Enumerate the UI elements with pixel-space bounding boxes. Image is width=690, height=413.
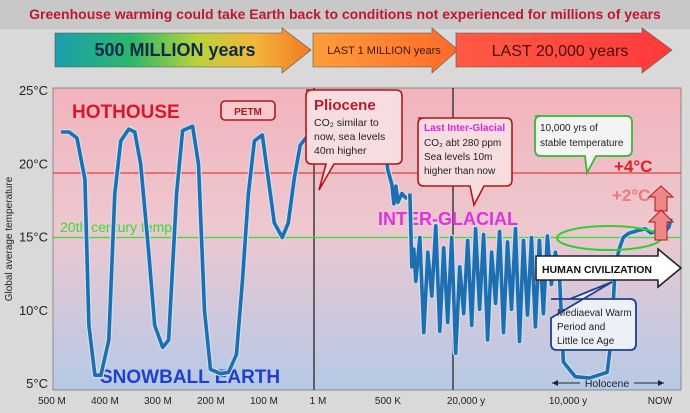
series-line-segment-1 bbox=[408, 193, 562, 355]
last-interglacial-line1: CO₂ abt 280 ppm bbox=[424, 138, 501, 149]
x-tick-label: 1 M bbox=[310, 396, 327, 407]
petm-callout bbox=[220, 100, 276, 121]
x-tick-label: 500 M bbox=[38, 396, 66, 407]
y-axis-ticks: 25°C 20°C 15°C 10°C 5°C bbox=[19, 83, 48, 391]
holocene-label: Holocene bbox=[585, 378, 630, 390]
holocene-arrowhead-left bbox=[552, 380, 558, 386]
pliocene-line2: now, sea levels bbox=[314, 131, 385, 143]
era-label-500m: 500 MILLION years bbox=[94, 40, 255, 60]
mediaeval-callout bbox=[550, 281, 637, 351]
y-tick-label: 25°C bbox=[19, 83, 48, 98]
y-tick-label: 5°C bbox=[26, 376, 48, 391]
snowball-label: SNOWBALL EARTH bbox=[100, 367, 280, 388]
plus2-arrow bbox=[647, 185, 675, 212]
petm-label: PETM bbox=[234, 107, 262, 118]
pliocene-line3: 40m higher bbox=[314, 145, 367, 157]
human-civilization-label: HUMAN CIVILIZATION bbox=[542, 264, 652, 276]
interglacial-label: INTER-GLACIAL bbox=[378, 209, 518, 229]
stable-temp-line2: stable temperature bbox=[540, 138, 624, 149]
era-arrow-1m bbox=[312, 27, 459, 74]
chart-title: Greenhouse warming could take Earth back… bbox=[29, 6, 661, 22]
last-interglacial-line2: Sea levels 10m bbox=[424, 152, 492, 163]
pliocene-callout bbox=[305, 89, 403, 191]
mediaeval-line3: Little Ice Age bbox=[557, 336, 615, 347]
last-interglacial-callout bbox=[417, 117, 513, 208]
mediaeval-line2: Period and bbox=[557, 322, 605, 333]
last-interglacial-line3: higher than now bbox=[424, 166, 496, 177]
y-tick-label: 15°C bbox=[19, 230, 48, 245]
stable-temp-line1: 10,000 yrs of bbox=[540, 123, 598, 134]
plus2-label: +2°C bbox=[612, 186, 650, 205]
human-civilization-arrow bbox=[535, 247, 683, 289]
plus4-label: +4°C bbox=[614, 157, 652, 176]
era-label-20k: LAST 20,000 years bbox=[492, 43, 629, 60]
x-axis-ticks: 500 M 400 M 300 M 200 M 100 M 1 M 500 K … bbox=[38, 396, 673, 407]
plus4-arrow bbox=[647, 209, 675, 241]
stable-temp-callout bbox=[534, 115, 633, 176]
x-tick-label: 100 M bbox=[250, 396, 278, 407]
y-tick-label: 20°C bbox=[19, 156, 48, 171]
mediaeval-line1: Mediaeval Warm bbox=[557, 308, 632, 319]
last-interglacial-title: Last Inter-Glacial bbox=[424, 123, 505, 134]
era-label-1m: LAST 1 MILLION years bbox=[327, 45, 441, 57]
x-tick-label: 200 M bbox=[197, 396, 225, 407]
holocene-arrowhead-right bbox=[658, 380, 664, 386]
y-axis-label: Global average temperature bbox=[4, 176, 15, 301]
hothouse-label: HOTHOUSE bbox=[72, 102, 180, 123]
x-tick-label: 500 K bbox=[375, 396, 401, 407]
x-tick-label: 20,000 y bbox=[447, 396, 485, 407]
pliocene-title: Pliocene bbox=[314, 97, 376, 114]
era-arrow-20k bbox=[455, 27, 673, 74]
x-tick-label: 10,000 y bbox=[549, 396, 587, 407]
y-tick-label: 10°C bbox=[19, 303, 48, 318]
pliocene-line1: CO₂ similar to bbox=[314, 117, 379, 129]
title-band bbox=[0, 0, 690, 29]
x-tick-label: NOW bbox=[648, 396, 673, 407]
x-tick-label: 300 M bbox=[144, 396, 172, 407]
x-tick-label: 400 M bbox=[91, 396, 119, 407]
era-arrow-500m bbox=[54, 27, 312, 74]
